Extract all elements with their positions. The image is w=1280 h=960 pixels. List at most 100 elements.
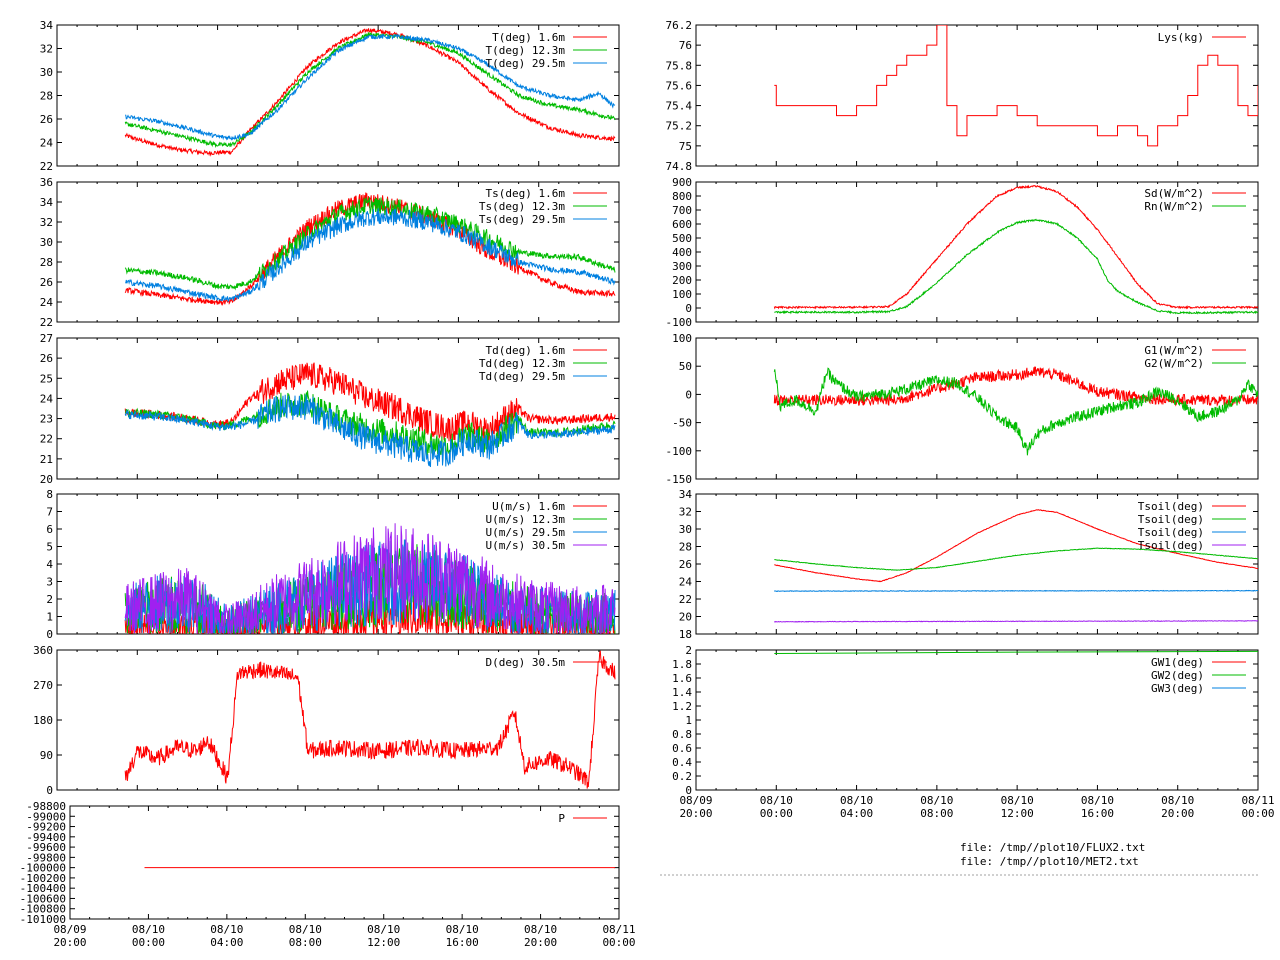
y-tick-label: -100600: [20, 892, 66, 905]
panel-border: [695, 24, 1259, 167]
y-tick-label: 100: [672, 288, 692, 301]
series-line-green: [124, 31, 616, 149]
y-tick-label: 75.4: [666, 100, 693, 113]
y-tick-label: -150: [666, 473, 693, 486]
legend-label: Lys(kg): [1158, 31, 1204, 44]
y-tick-label: 22: [40, 433, 53, 446]
series-line-blue: [124, 394, 616, 468]
y-tick-label: -100: [666, 445, 693, 458]
y-tick-label: 1.2: [672, 700, 692, 713]
y-tick-label: 76.2: [666, 19, 693, 32]
series-line-red: [774, 508, 1258, 583]
legend-label: U(m/s) 29.5m: [486, 526, 566, 539]
y-tick-label: 900: [672, 176, 692, 189]
y-tick-label: 0.4: [672, 756, 692, 769]
y-tick-label: 25: [40, 372, 53, 385]
y-tick-label: 2: [46, 593, 53, 606]
series-line-purple: [124, 523, 616, 634]
y-tick-label: 0.8: [672, 728, 692, 741]
y-tick-label: 90: [40, 749, 53, 762]
x-tick-label-date: 08/10: [367, 923, 400, 936]
y-tick-label: 20: [40, 473, 53, 486]
legend-label: T(deg) 12.3m: [486, 44, 566, 57]
y-tick-label: 800: [672, 190, 692, 203]
y-tick-label: 22: [40, 316, 53, 329]
x-tick-label-date: 08/10: [132, 923, 165, 936]
y-tick-label: 74.8: [666, 160, 693, 173]
y-tick-label: 26: [679, 558, 692, 571]
series-line-green: [773, 367, 1258, 456]
panel-pressure: 08/0920:0008/1000:0008/1004:0008/1008:00…: [20, 800, 636, 949]
y-tick-label: -99000: [26, 810, 66, 823]
series-line-red: [773, 366, 1258, 407]
series-line-green: [774, 547, 1258, 571]
y-tick-label: -101000: [20, 913, 66, 926]
y-tick-label: 1.8: [672, 658, 692, 671]
panel-mass: 74.8 75 75.2 75.4 75.6 75.8 76 76.2 Lys(kg): [666, 19, 1259, 173]
y-tick-label: 500: [672, 232, 692, 245]
y-tick-label: -99600: [26, 841, 66, 854]
x-tick-label-time: 20:00: [53, 936, 86, 949]
x-tick-label-time: 08:00: [289, 936, 322, 949]
y-tick-label: 1: [46, 611, 53, 624]
y-tick-label: -98800: [26, 800, 66, 813]
legend-label: Ts(deg) 29.5m: [479, 213, 565, 226]
x-tick-label-time: 00:00: [1241, 807, 1274, 820]
x-tick-label-date: 08/10: [1001, 794, 1034, 807]
x-tick-label-date: 08/09: [679, 794, 712, 807]
legend-label: U(m/s) 1.6m: [492, 500, 565, 513]
y-tick-label: 600: [672, 218, 692, 231]
y-tick-label: 26: [40, 113, 53, 126]
legend-label: Td(deg) 1.6m: [486, 344, 566, 357]
y-tick-label: -99400: [26, 831, 66, 844]
y-tick-label: -50: [672, 417, 692, 430]
y-tick-label: 1.4: [672, 686, 692, 699]
y-tick-label: 22: [679, 593, 692, 606]
x-tick-label-time: 12:00: [1001, 807, 1034, 820]
panel-wind-direction: 0 90 180 270 360 D(deg) 30.5m: [33, 644, 620, 797]
series-line-green: [774, 218, 1258, 315]
x-tick-label-time: 00:00: [602, 936, 635, 949]
legend-label: Rn(W/m^2): [1144, 200, 1204, 213]
y-tick-label: 23: [40, 413, 53, 426]
y-tick-label: 200: [672, 274, 692, 287]
legend-label: T(deg) 29.5m: [486, 57, 566, 70]
y-tick-label: 360: [33, 644, 53, 657]
y-tick-label: 24: [40, 392, 54, 405]
x-tick-label-time: 20:00: [524, 936, 557, 949]
x-tick-label-time: 16:00: [1081, 807, 1114, 820]
y-tick-label: 0: [685, 784, 692, 797]
x-tick-label-time: 16:00: [446, 936, 479, 949]
x-tick-label-date: 08/10: [920, 794, 953, 807]
y-tick-label: 30: [679, 523, 692, 536]
y-tick-label: 270: [33, 679, 53, 692]
x-tick-label-date: 08/11: [1241, 794, 1274, 807]
y-tick-label: 76: [679, 39, 692, 52]
series-line-red: [124, 28, 616, 157]
y-tick-label: 5: [46, 541, 53, 554]
legend-label: Tsoil(deg): [1138, 539, 1204, 552]
legend-label: G1(W/m^2): [1144, 344, 1204, 357]
x-tick-label-date: 08/10: [1081, 794, 1114, 807]
y-tick-label: 30: [40, 66, 53, 79]
y-tick-label: 50: [679, 360, 692, 373]
y-tick-label: 30: [40, 236, 53, 249]
y-tick-label: 32: [40, 216, 53, 229]
y-tick-label: 300: [672, 260, 692, 273]
x-tick-label-time: 04:00: [840, 807, 873, 820]
y-tick-label: 21: [40, 453, 53, 466]
y-tick-label: 4: [46, 558, 53, 571]
y-tick-label: 1.6: [672, 672, 692, 685]
x-tick-label-time: 08:00: [920, 807, 953, 820]
y-tick-label: 8: [46, 488, 53, 501]
x-tick-label-date: 08/10: [289, 923, 322, 936]
series-line-blue: [124, 33, 616, 141]
y-tick-label: -100200: [20, 872, 66, 885]
x-tick-label-date: 08/10: [840, 794, 873, 807]
x-tick-label-time: 12:00: [367, 936, 400, 949]
panel-border: [56, 649, 620, 791]
y-tick-label: 34: [679, 488, 693, 501]
